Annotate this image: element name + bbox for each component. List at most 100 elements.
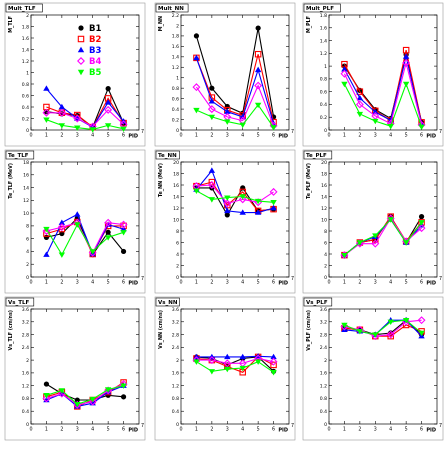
y-tick-label: 0.6 — [22, 93, 29, 99]
series-line-b5 — [46, 119, 124, 130]
data-point-b3 — [254, 209, 262, 215]
y-tick-label: 1.2 — [22, 59, 29, 65]
y-tick-label: 8 — [176, 229, 179, 235]
y-tick-label: 12 — [23, 198, 29, 204]
data-point-b2 — [387, 332, 394, 340]
x-axis-label: PID — [128, 281, 138, 287]
y-tick-label: 14 — [173, 194, 179, 200]
panel-title: Te_PLF — [306, 153, 327, 159]
panel-frame — [302, 296, 444, 441]
panel-title-box — [155, 297, 180, 307]
x-tick-label: 0 — [179, 280, 182, 286]
y-tick-label: 3.6 — [172, 307, 179, 313]
x-tick-label: 0 — [179, 427, 182, 433]
data-point-b5 — [120, 230, 127, 236]
x-tick-label: 5 — [257, 427, 260, 433]
data-point-b4 — [254, 81, 263, 90]
data-point-b3 — [224, 207, 231, 214]
x-tick-label: 3 — [76, 427, 79, 433]
data-point-b3 — [43, 251, 50, 257]
plot-frame — [30, 308, 140, 425]
y-tick-label: 3.6 — [320, 307, 327, 313]
y-tick-label: 2 — [26, 262, 29, 268]
data-point-b5 — [104, 123, 112, 129]
panel-title-box — [303, 150, 333, 160]
x-tick-label: 4 — [241, 133, 244, 139]
data-point-b1 — [105, 86, 111, 92]
y-tick-label: 2 — [176, 263, 179, 269]
y-tick-label: 0.8 — [22, 82, 29, 88]
plot-frame — [328, 14, 438, 131]
data-point-b5 — [356, 329, 364, 335]
data-point-b3 — [193, 54, 200, 61]
data-point-b4 — [238, 195, 247, 204]
legend-label-b1: B1 — [89, 24, 101, 34]
data-point-b5 — [193, 188, 200, 194]
x-tick-label: 1 — [45, 133, 48, 139]
y-tick-label: 2 — [26, 358, 29, 364]
x-tick-label: 0 — [327, 427, 330, 433]
data-point-b1 — [193, 33, 200, 39]
x-tick-label: 6 — [122, 133, 125, 139]
data-point-b5 — [208, 114, 216, 121]
data-point-b5 — [402, 81, 410, 88]
x-tick-label: 2 — [358, 280, 361, 286]
series-line-b4 — [195, 84, 275, 126]
panel-title: Vs_TLF — [8, 300, 30, 306]
data-point-b5 — [74, 125, 81, 131]
x-tick-label: 3 — [226, 427, 229, 433]
y-tick-label: 18 — [321, 171, 327, 177]
data-point-b4 — [340, 69, 349, 78]
x-tick-label: 1 — [343, 427, 346, 433]
data-point-b1 — [209, 85, 215, 91]
x-tick-label: 2 — [210, 133, 213, 139]
y-tick-label: 14 — [23, 185, 29, 191]
series-line-b3 — [195, 57, 275, 124]
data-point-b5 — [356, 240, 364, 246]
data-point-b4 — [402, 58, 411, 67]
plot-frame — [180, 308, 290, 425]
data-point-b5 — [208, 197, 216, 203]
panel-title-box — [5, 297, 35, 307]
data-point-b5 — [104, 235, 112, 241]
y-tick-label: 1 — [324, 64, 327, 70]
data-point-b3 — [224, 108, 231, 114]
data-point-b2 — [356, 88, 364, 95]
data-point-b4 — [42, 394, 51, 403]
data-point-b5 — [418, 124, 425, 131]
y-axis-label: M_NN — [158, 16, 164, 31]
y-tick-label: 12 — [173, 206, 179, 212]
y-tick-label: 1.6 — [22, 371, 29, 377]
x-tick-label: 4 — [91, 280, 94, 286]
data-point-b4 — [104, 218, 113, 227]
y-tick-label: 1.4 — [320, 38, 327, 44]
y-tick-label: 0.8 — [320, 77, 327, 83]
y-tick-label: 1.2 — [320, 51, 327, 57]
data-point-b4 — [104, 105, 113, 114]
y-tick-label: 1.2 — [172, 383, 179, 389]
x-tick-label: 4 — [241, 280, 244, 286]
y-tick-label: 0.8 — [172, 86, 179, 92]
data-point-b5 — [193, 107, 200, 114]
data-point-b4 — [192, 83, 201, 92]
x-axis-label: PID — [426, 134, 436, 140]
x-tick-label: 6 — [420, 280, 423, 286]
data-point-b5 — [372, 332, 379, 338]
y-axis-label: Vs_TLF (cm/ns) — [8, 310, 14, 351]
data-point-b3 — [239, 353, 246, 360]
x-tick-label: 6 — [420, 133, 423, 139]
data-point-b5 — [224, 119, 231, 125]
x-tick-label: 0 — [179, 133, 182, 139]
x-tick-label: 1 — [195, 427, 198, 433]
panel-mult-plf: Mult_PLF 0 0.2 0.4 0.6 0.8 1 1.2 1.4 1.6 1.8 0 1 2 3 4 5… — [302, 2, 444, 147]
panel-vs-nn: Vs_NN 0 0.4 0.8 1.2 1.6 2 2.4 2.8 3.2 3.6 0 1 2 3 4 5 6 7P… — [154, 296, 296, 441]
y-tick-label: 14 — [321, 194, 327, 200]
panel-vs-tlf: Vs_TLF 0 0.4 0.8 1.2 1.6 2 2.4 2.8 3.2 3.6 0 1 2 3 4 5 6 7… — [4, 296, 146, 441]
y-tick-label: 0 — [324, 128, 327, 134]
data-point-b3 — [74, 211, 81, 217]
x-tick-label: 4 — [91, 427, 94, 433]
series-line-b5 — [344, 319, 422, 336]
x-tick-label-end: 7 — [141, 129, 144, 135]
y-tick-label: 4 — [176, 252, 179, 258]
y-tick-label: 3.2 — [172, 320, 179, 326]
